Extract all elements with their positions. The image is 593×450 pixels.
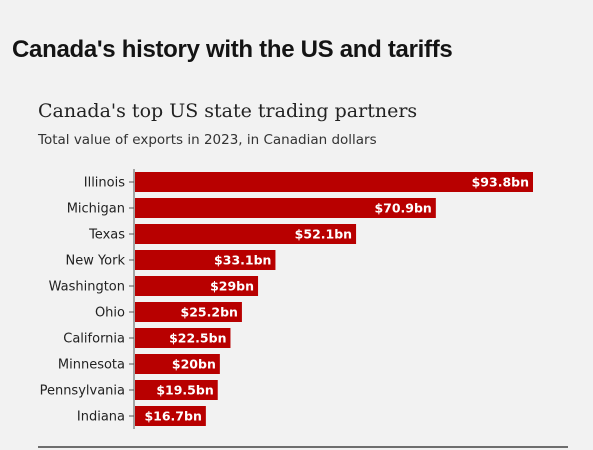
category-label-washington: Washington (49, 280, 125, 295)
bar-chart: Illinois $93.8bn Michigan $70.9bn Texas $52.1… (0, 160, 593, 440)
value-label-ohio: $25.2bn (181, 305, 238, 320)
value-label-washington: $29bn (210, 279, 254, 294)
bar-texas (135, 224, 357, 244)
bar-pennsylvania (135, 380, 218, 400)
value-label-indiana: $16.7bn (144, 409, 201, 424)
bottom-divider (38, 446, 568, 448)
chart-title: Canada's top US state trading partners (38, 100, 418, 122)
page-headline: Canada's history with the US and tariffs (12, 36, 453, 63)
value-label-minnesota: $20bn (172, 357, 216, 372)
value-label-pennsylvania: $19.5bn (156, 383, 213, 398)
bar-new-york (135, 250, 276, 270)
category-label-illinois: Illinois (84, 176, 125, 191)
value-label-california: $22.5bn (169, 331, 226, 346)
bar-ohio (135, 302, 242, 322)
chart-subtitle: Total value of exports in 2023, in Canad… (38, 132, 377, 148)
value-label-illinois: $93.8bn (472, 175, 529, 190)
value-label-new-york: $33.1bn (214, 253, 271, 268)
category-label-new-york: New York (65, 254, 125, 269)
bar-california (135, 328, 231, 348)
category-label-pennsylvania: Pennsylvania (40, 384, 125, 399)
value-label-texas: $52.1bn (295, 227, 352, 242)
category-label-minnesota: Minnesota (58, 358, 125, 373)
category-label-texas: Texas (88, 228, 125, 243)
bar-minnesota (135, 354, 220, 374)
category-label-indiana: Indiana (77, 410, 125, 425)
category-label-ohio: Ohio (95, 306, 125, 321)
bar-indiana (135, 406, 206, 426)
category-label-michigan: Michigan (67, 202, 125, 217)
value-label-michigan: $70.9bn (374, 201, 431, 216)
category-label-california: California (63, 332, 125, 347)
bar-chart-svg: Illinois $93.8bn Michigan $70.9bn Texas $52.1… (40, 169, 533, 429)
bar-washington (135, 276, 259, 296)
bar-illinois (135, 172, 533, 192)
bar-michigan (135, 198, 436, 218)
